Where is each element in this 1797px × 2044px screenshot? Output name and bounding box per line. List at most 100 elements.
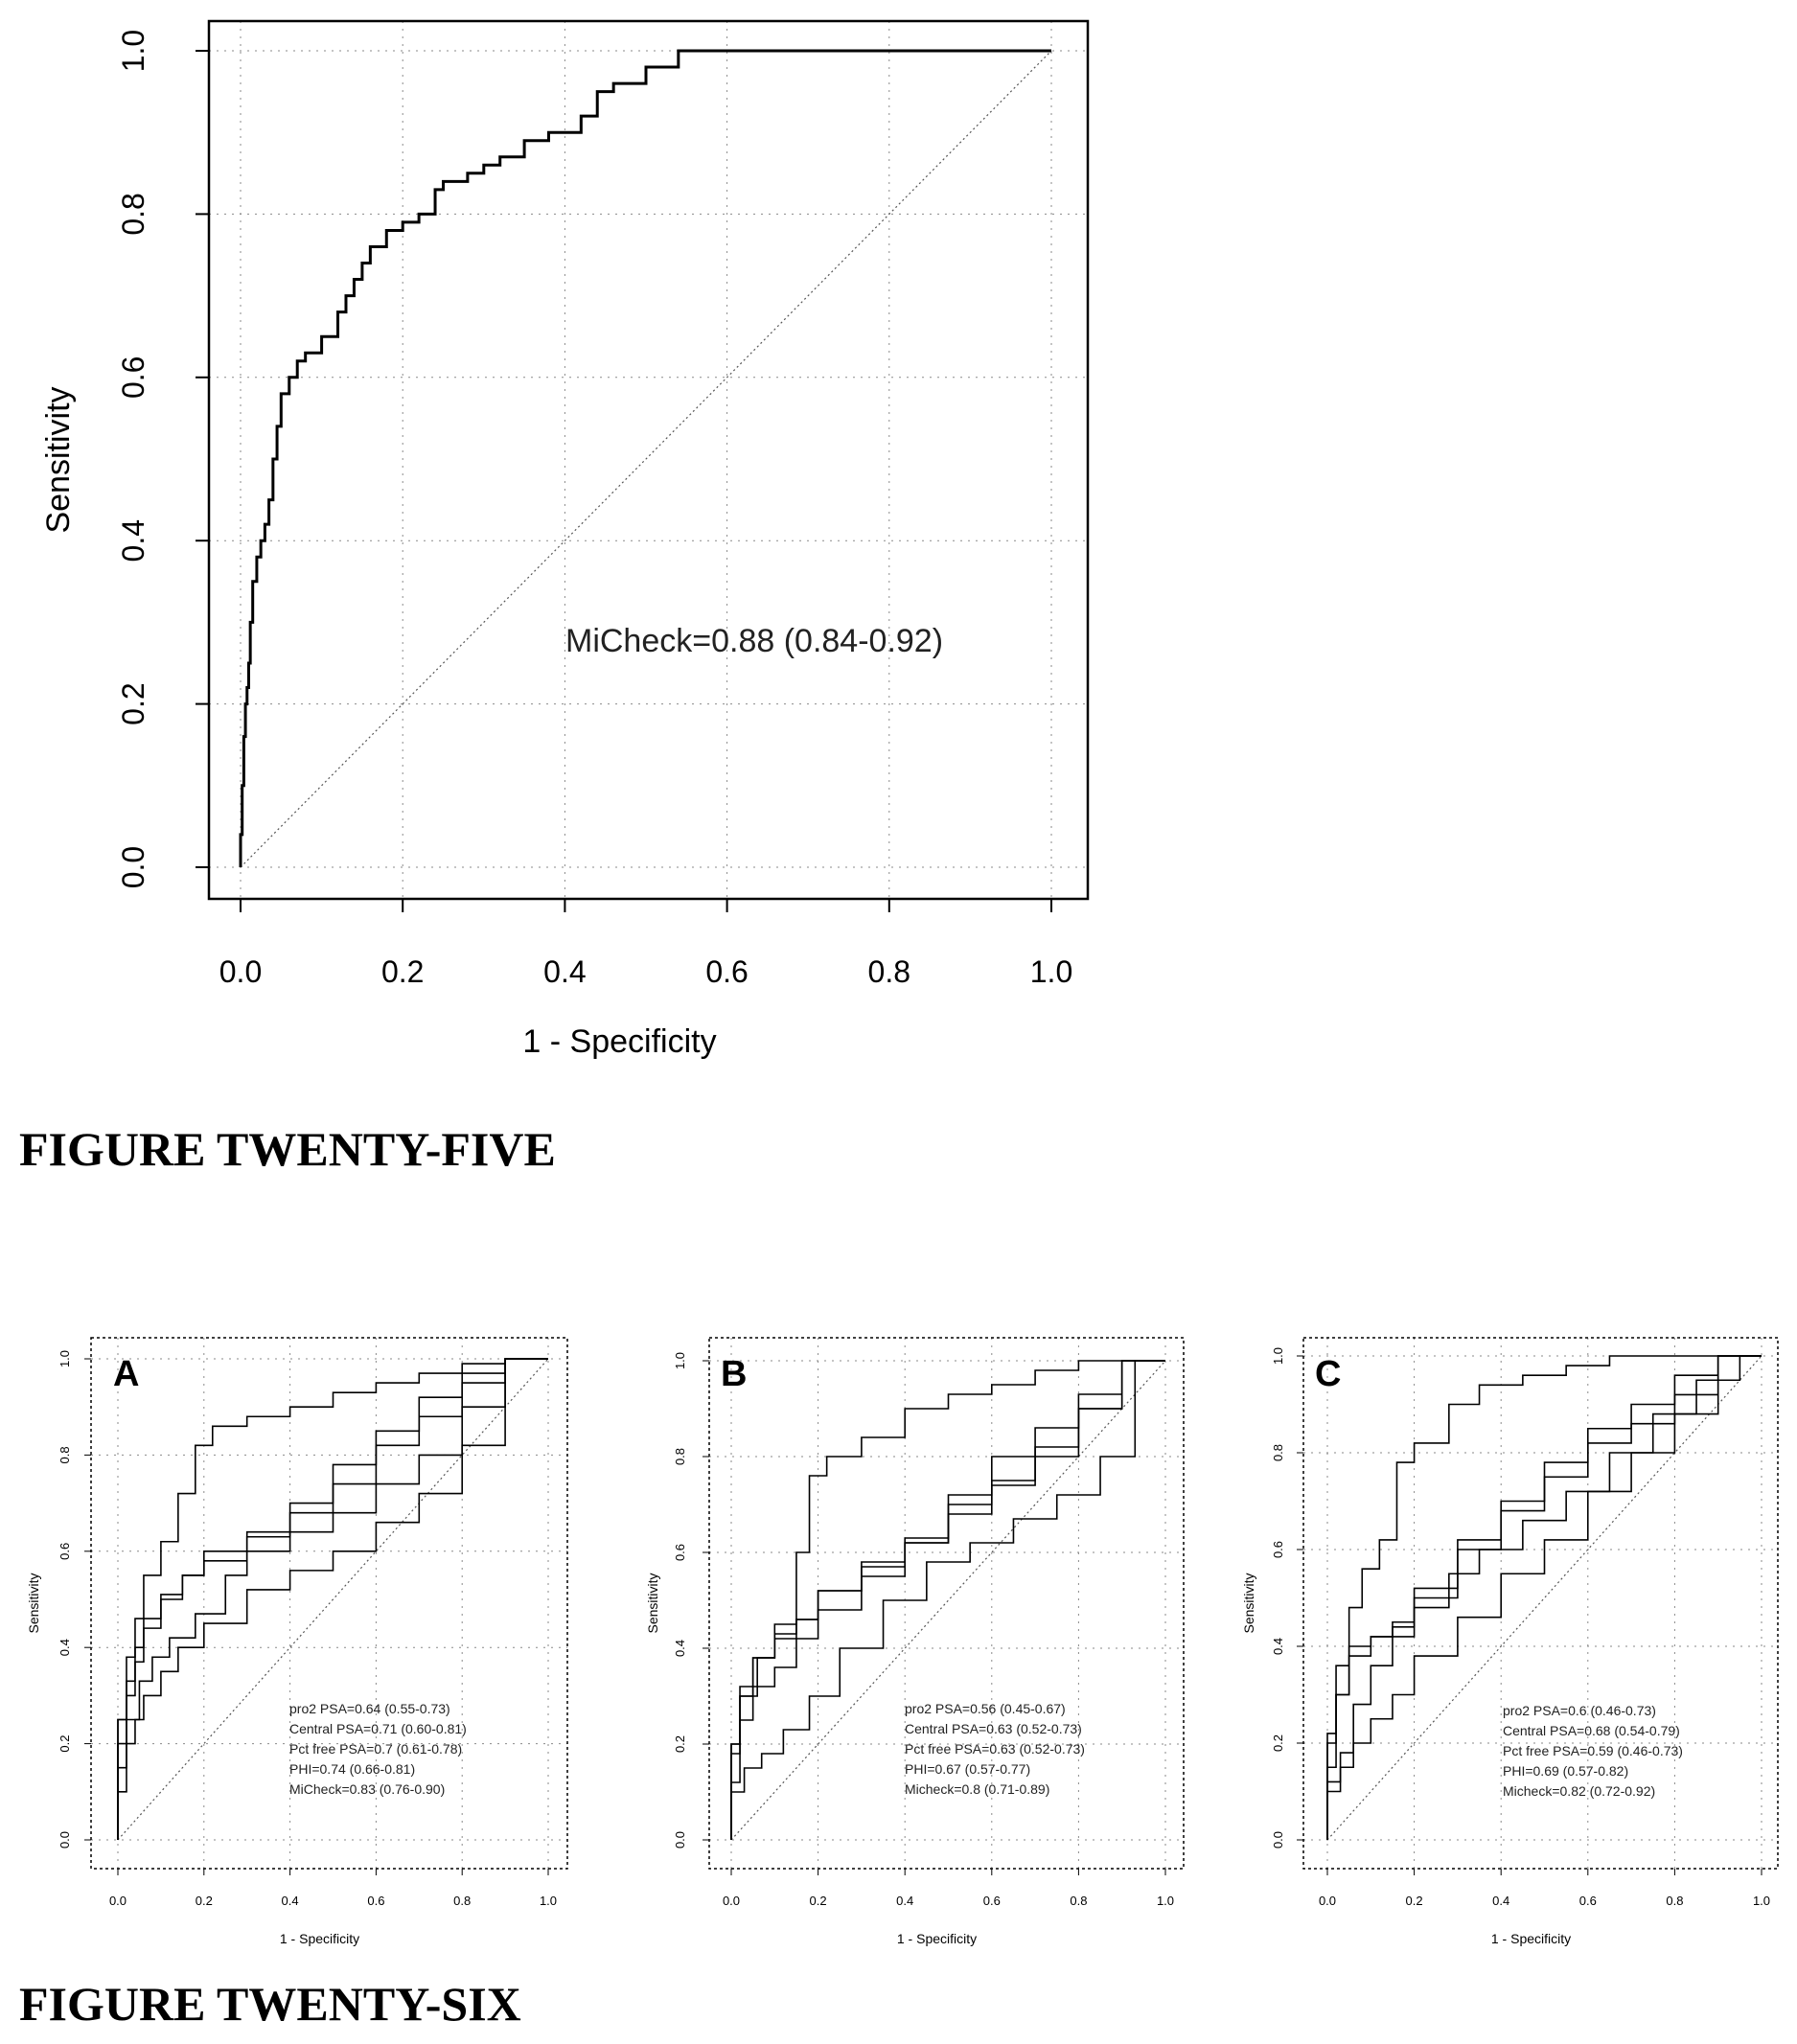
figure-26-caption: FIGURE TWENTY-SIX xyxy=(19,1977,521,2031)
x-tick-label: 0.2 xyxy=(1406,1894,1423,1908)
y-tick-label: 1.0 xyxy=(116,30,150,72)
x-tick-label: 1.0 xyxy=(1157,1894,1174,1908)
legend-entry: Central PSA=0.71 (0.60-0.81) xyxy=(289,1721,467,1736)
plot-frame xyxy=(90,1337,568,1870)
panel-label: A xyxy=(113,1354,139,1394)
panel-label: B xyxy=(721,1354,747,1394)
legend-entry: Central PSA=0.63 (0.52-0.73) xyxy=(905,1721,1082,1736)
legend-entry: pro2 PSA=0.64 (0.55-0.73) xyxy=(289,1701,450,1716)
y-tick-label: 0.6 xyxy=(673,1544,687,1561)
x-tick-label: 0.0 xyxy=(1319,1894,1336,1908)
y-tick-label: 0.0 xyxy=(58,1831,72,1849)
y-tick-label: 0.8 xyxy=(673,1448,687,1465)
x-tick-label: 0.0 xyxy=(723,1894,740,1908)
diagonal-reference-line xyxy=(117,1358,549,1841)
plot-frame xyxy=(1302,1337,1779,1870)
x-tick-label: 0.8 xyxy=(1666,1894,1683,1908)
roc-curve-series-5 xyxy=(1326,1355,1762,1840)
x-tick-label: 0.8 xyxy=(1070,1894,1087,1908)
x-tick-label: 0.2 xyxy=(196,1894,213,1908)
diagonal-reference-line xyxy=(240,50,1052,868)
x-tick-label: 0.8 xyxy=(868,954,910,989)
figure-26-panel-b: 0.0 0.2 0.4 0.6 0.8 1.0 0.0 0.2 0.4 0.6 0.8 1.0 1 - … xyxy=(645,1337,1185,1946)
y-tick-label: 0.4 xyxy=(116,519,150,562)
y-tick-label: 0.8 xyxy=(1271,1444,1285,1461)
y-tick-label: 0.2 xyxy=(673,1735,687,1753)
y-tick-label: 0.2 xyxy=(1271,1734,1285,1752)
y-tick-label: 0.4 xyxy=(58,1639,72,1656)
legend-entry: MiCheck=0.83 (0.76-0.90) xyxy=(289,1781,445,1797)
plot-frame xyxy=(708,1337,1185,1870)
y-tick-label: 0.8 xyxy=(116,193,150,235)
y-tick-label: 0.6 xyxy=(1271,1541,1285,1558)
legend-entry: Pct free PSA=0.7 (0.61-0.78) xyxy=(289,1741,462,1757)
y-axis-label: Sensitivity xyxy=(1241,1573,1256,1633)
legend-entry: PHI=0.67 (0.57-0.77) xyxy=(905,1761,1030,1777)
y-tick-label: 1.0 xyxy=(1271,1347,1285,1365)
legend-entry: pro2 PSA=0.56 (0.45-0.67) xyxy=(905,1701,1066,1716)
y-axis-label: Sensitivity xyxy=(26,1573,41,1633)
x-tick-label: 1.0 xyxy=(1753,1894,1770,1908)
x-tick-label: 0.4 xyxy=(282,1894,299,1908)
x-tick-label: 0.8 xyxy=(453,1894,471,1908)
roc-curve-series-4 xyxy=(117,1358,548,1840)
x-tick-label: 0.4 xyxy=(1492,1894,1509,1908)
x-tick-label: 0.6 xyxy=(705,954,748,989)
roc-curve-series-5 xyxy=(730,1360,1165,1840)
x-axis-label: 1 - Specificity xyxy=(280,1931,359,1946)
legend-entry: Micheck=0.8 (0.71-0.89) xyxy=(905,1781,1049,1797)
legend-entry: pro2 PSA=0.6 (0.46-0.73) xyxy=(1503,1703,1656,1718)
y-tick-label: 0.6 xyxy=(58,1543,72,1560)
y-tick-label: 0.0 xyxy=(116,846,150,888)
y-tick-label: 0.2 xyxy=(116,682,150,724)
x-tick-label: 0.6 xyxy=(1579,1894,1597,1908)
x-tick-label: 0.0 xyxy=(109,1894,127,1908)
x-tick-label: 1.0 xyxy=(1030,954,1072,989)
y-tick-label: 0.6 xyxy=(116,356,150,399)
roc-curve-series-4 xyxy=(1326,1355,1762,1840)
x-tick-label: 1.0 xyxy=(540,1894,557,1908)
roc-curve-series-1 xyxy=(1326,1355,1762,1840)
legend-entry: Central PSA=0.68 (0.54-0.79) xyxy=(1503,1723,1680,1738)
y-tick-label: 0.2 xyxy=(58,1735,72,1753)
x-tick-label: 0.4 xyxy=(896,1894,913,1908)
y-tick-label: 0.8 xyxy=(58,1446,72,1463)
x-tick-label: 0.6 xyxy=(983,1894,1001,1908)
y-tick-label: 0.0 xyxy=(1271,1831,1285,1849)
y-axis-label: Sensitivity xyxy=(40,386,77,533)
y-tick-label: 1.0 xyxy=(673,1352,687,1369)
y-tick-label: 0.4 xyxy=(673,1640,687,1657)
legend-entry: Pct free PSA=0.59 (0.46-0.73) xyxy=(1503,1743,1683,1758)
roc-curve-series-3 xyxy=(117,1358,548,1840)
x-axis-label: 1 - Specificity xyxy=(1491,1931,1571,1946)
plot-frame xyxy=(207,19,1090,901)
x-tick-label: 0.4 xyxy=(543,954,586,989)
figure-25-chart: 0.0 0.2 0.4 0.6 0.8 1.0 0.0 0.2 0.4 0.6 0.8 1.0 1 - … xyxy=(40,19,1090,1060)
x-tick-label: 0.2 xyxy=(381,954,424,989)
auc-annotation: MiCheck=0.88 (0.84-0.92) xyxy=(565,623,943,659)
roc-curve-series-3 xyxy=(1326,1355,1762,1840)
y-tick-label: 0.0 xyxy=(673,1831,687,1849)
figure-26-panel-a: 0.0 0.2 0.4 0.6 0.8 1.0 0.0 0.2 0.4 0.6 0.8 1.0 1 - … xyxy=(26,1337,568,1946)
figure-25-caption: FIGURE TWENTY-FIVE xyxy=(19,1122,556,1176)
legend-entry: Pct free PSA=0.63 (0.52-0.73) xyxy=(905,1741,1085,1757)
roc-curve-series-5 xyxy=(117,1358,548,1840)
roc-curve-series-1 xyxy=(117,1358,548,1840)
x-tick-label: 0.2 xyxy=(810,1894,827,1908)
x-axis-label: 1 - Specificity xyxy=(522,1023,716,1060)
x-tick-label: 0.6 xyxy=(367,1894,384,1908)
y-tick-label: 1.0 xyxy=(58,1350,72,1367)
legend-entry: PHI=0.74 (0.66-0.81) xyxy=(289,1761,415,1777)
x-tick-label: 0.0 xyxy=(219,954,262,989)
diagonal-reference-line xyxy=(1326,1355,1762,1841)
legend-entry: Micheck=0.82 (0.72-0.92) xyxy=(1503,1783,1655,1799)
y-tick-label: 0.4 xyxy=(1271,1638,1285,1655)
panel-label: C xyxy=(1315,1354,1341,1394)
y-axis-label: Sensitivity xyxy=(645,1573,660,1633)
roc-curve-series-1 xyxy=(730,1360,1165,1840)
legend-entry: PHI=0.69 (0.57-0.82) xyxy=(1503,1763,1628,1779)
x-axis-label: 1 - Specificity xyxy=(897,1931,977,1946)
figure-26-panel-c: 0.0 0.2 0.4 0.6 0.8 1.0 0.0 0.2 0.4 0.6 0.8 1.0 1 - … xyxy=(1241,1337,1779,1946)
roc-curve-series-1 xyxy=(239,49,1051,867)
